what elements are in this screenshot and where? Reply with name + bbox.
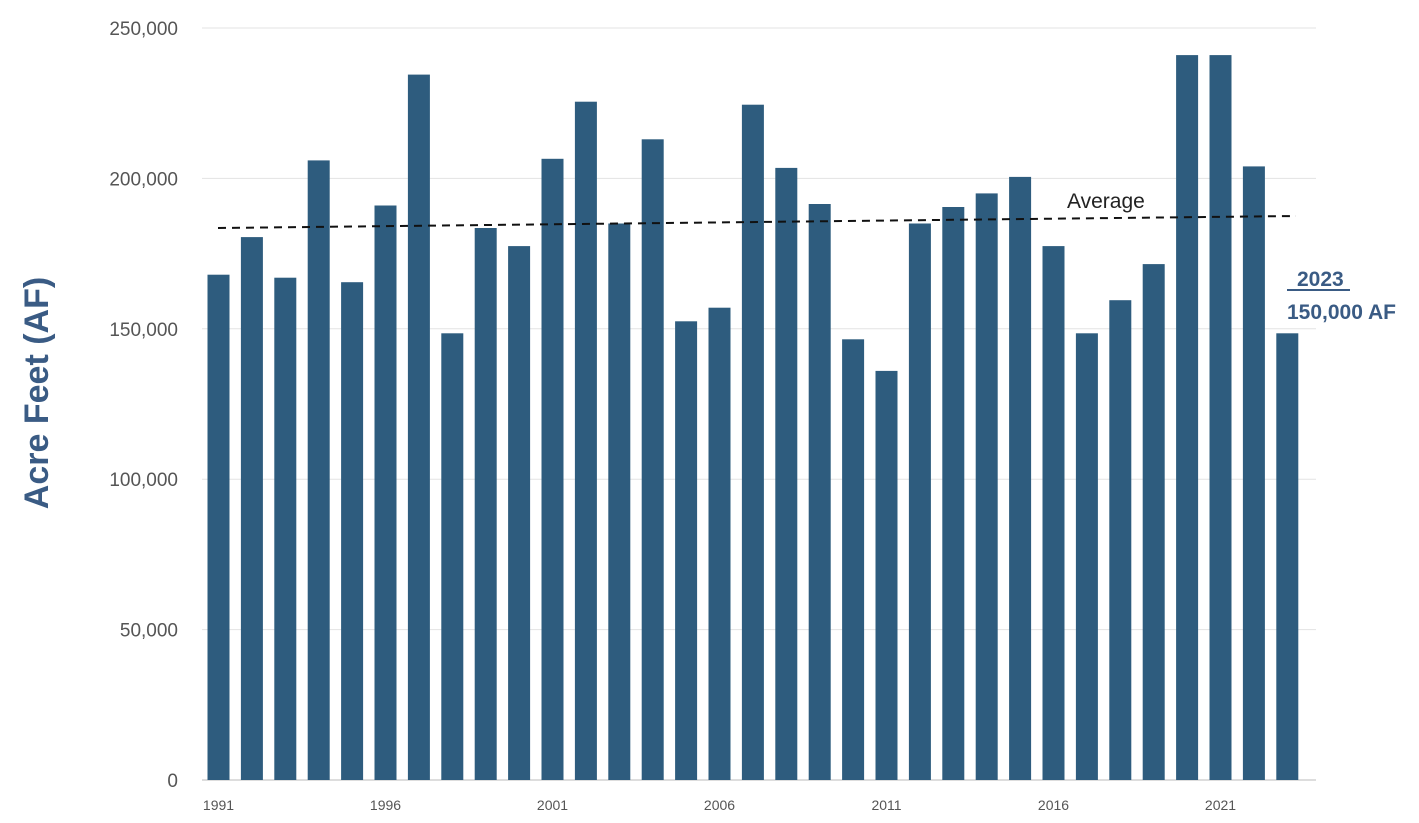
bar-2014 xyxy=(975,193,998,780)
bar-2020 xyxy=(1176,55,1199,781)
y-axis-ticks: 0 50,000 100,000 150,000 200,000 250,000 xyxy=(109,19,178,792)
y-tick-label: 100,000 xyxy=(109,470,178,491)
bar-2000 xyxy=(508,246,531,781)
y-tick-label: 200,000 xyxy=(109,169,178,190)
x-tick-label: 2001 xyxy=(537,797,568,813)
average-line xyxy=(217,215,1297,229)
bar-2007 xyxy=(741,104,764,780)
bar-2022 xyxy=(1242,166,1265,780)
bar-2001 xyxy=(541,158,564,781)
bar-2013 xyxy=(942,207,965,780)
x-tick-label: 1996 xyxy=(370,797,401,813)
x-tick-label: 2006 xyxy=(704,797,735,813)
bar-2019 xyxy=(1142,264,1165,781)
bar-1993 xyxy=(274,277,297,780)
bar-1991 xyxy=(207,274,230,780)
x-tick-label: 1991 xyxy=(203,797,234,813)
callout-year: 2023 xyxy=(1297,268,1344,291)
bar-2010 xyxy=(842,339,865,780)
bar-2011 xyxy=(875,370,898,780)
y-tick-label: 150,000 xyxy=(109,320,178,341)
bar-2023 xyxy=(1276,333,1299,780)
bar-2005 xyxy=(675,321,698,780)
bar-2008 xyxy=(775,167,798,780)
bar-2009 xyxy=(808,204,831,780)
y-tick-label: 50,000 xyxy=(120,621,178,642)
bars xyxy=(207,55,1299,781)
bar-2018 xyxy=(1109,300,1132,780)
bar-2012 xyxy=(908,223,931,780)
bar-2004 xyxy=(641,139,664,781)
bar-1997 xyxy=(407,74,430,781)
bar-2015 xyxy=(1009,176,1032,780)
y-tick-label: 250,000 xyxy=(109,19,178,40)
bar-1995 xyxy=(341,282,364,780)
average-label: Average xyxy=(1067,190,1145,213)
bar-2021 xyxy=(1209,55,1232,781)
bar-1992 xyxy=(240,237,263,781)
x-tick-label: 2011 xyxy=(871,797,901,813)
bar-1994 xyxy=(307,160,330,780)
bar-2006 xyxy=(708,307,731,780)
bar-2003 xyxy=(608,223,631,780)
bar-1998 xyxy=(441,333,464,780)
bar-1996 xyxy=(374,205,397,780)
x-tick-label: 2016 xyxy=(1038,797,1069,813)
bar-1999 xyxy=(474,228,497,780)
bar-2017 xyxy=(1075,333,1098,780)
y-tick-label: 0 xyxy=(167,771,178,792)
bar-2002 xyxy=(574,101,597,780)
y-axis-label: Acre Feet (AF) xyxy=(18,277,56,509)
bar-2016 xyxy=(1042,246,1065,781)
callout-value: 150,000 AF xyxy=(1287,301,1396,324)
x-tick-label: 2021 xyxy=(1205,797,1236,813)
x-axis-ticks: 1991 1996 2001 2006 2011 2016 2021 xyxy=(203,797,1236,813)
